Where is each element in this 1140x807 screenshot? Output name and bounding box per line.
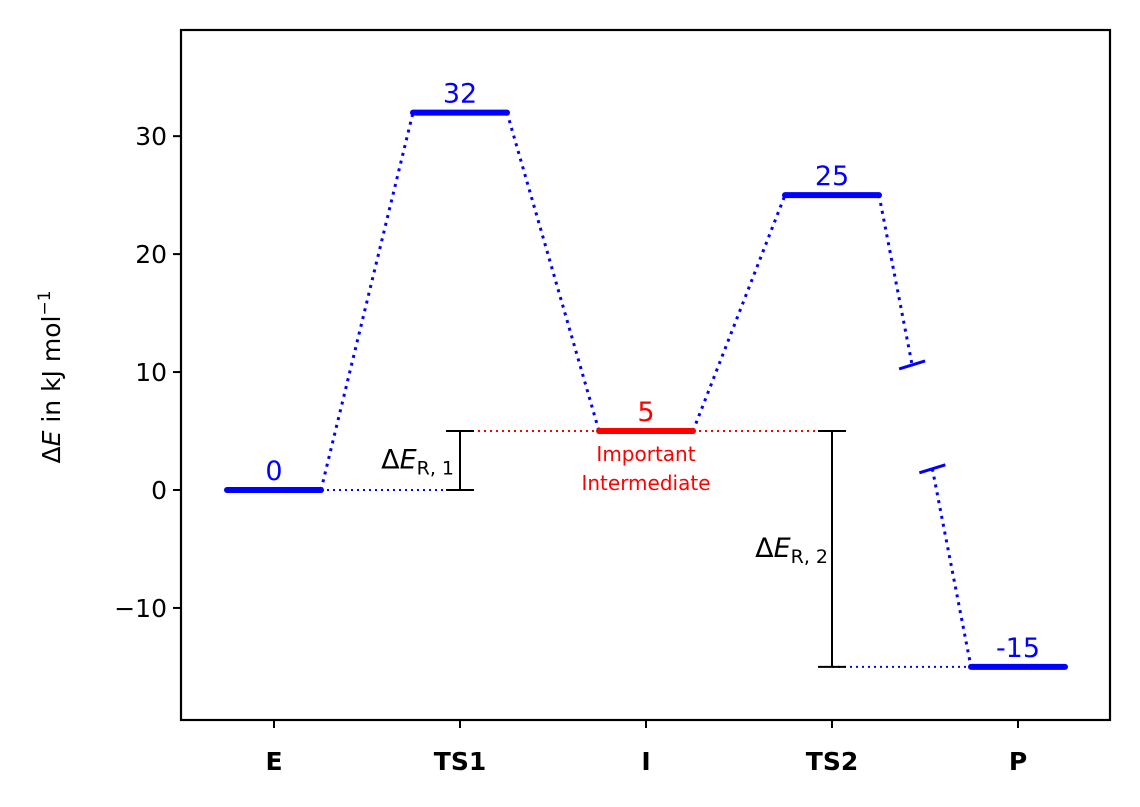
y-tick-label: −10 <box>114 594 167 623</box>
y-axis: −10 0 10 20 30 <box>114 122 181 623</box>
connector-line <box>319 112 415 491</box>
axis-break-mark <box>898 359 926 371</box>
x-tick-label: E <box>265 747 282 776</box>
reaction-energy-label: ΔER, 2 <box>755 533 828 568</box>
y-tick-label: 0 <box>151 476 167 505</box>
connector-line <box>877 194 914 366</box>
axis-break-mark <box>918 463 946 475</box>
x-tick-label: TS1 <box>434 747 486 776</box>
reaction-energy-label: ΔER, 1 <box>381 445 454 480</box>
y-tick-label: 20 <box>135 240 167 269</box>
y-axis-label: ΔE in kJ mol−1 <box>35 290 66 463</box>
y-tick-label: 30 <box>135 122 167 151</box>
x-tick-label: P <box>1009 747 1027 776</box>
y-tick-label: 10 <box>135 358 167 387</box>
energy-levels: 0 32 5 25 -15 Important Intermediate <box>224 79 1068 670</box>
energy-value-label: 32 <box>443 79 477 110</box>
annotation-line-1: Important <box>596 442 695 466</box>
guide-lines <box>321 430 971 668</box>
energy-value-label: -15 <box>996 633 1040 664</box>
reaction-energy-brackets: ΔER, 1 ΔER, 2 <box>381 430 846 668</box>
energy-value-label: 5 <box>637 397 654 428</box>
annotation-line-2: Intermediate <box>581 471 710 495</box>
energy-value-label: 0 <box>265 456 282 487</box>
x-tick-label: TS2 <box>806 747 858 776</box>
connections <box>319 112 973 668</box>
connector-line <box>505 112 601 432</box>
energy-value-label: 25 <box>815 161 849 192</box>
connector-line <box>691 194 787 432</box>
plot-frame <box>179 28 1112 722</box>
x-tick-label: I <box>641 747 650 776</box>
x-axis: E TS1 I TS2 P <box>265 720 1027 776</box>
connector-line <box>930 468 973 668</box>
